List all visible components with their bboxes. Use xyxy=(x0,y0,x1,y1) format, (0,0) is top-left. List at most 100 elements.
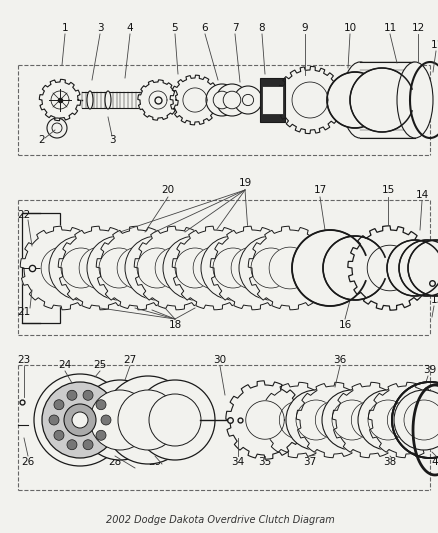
Text: 3: 3 xyxy=(96,23,103,33)
Polygon shape xyxy=(172,226,255,310)
Text: 30: 30 xyxy=(213,355,226,365)
Ellipse shape xyxy=(233,86,261,114)
Ellipse shape xyxy=(83,390,93,400)
Text: 22: 22 xyxy=(18,210,31,220)
Text: 9: 9 xyxy=(301,23,307,33)
Polygon shape xyxy=(96,226,180,310)
Text: 40: 40 xyxy=(431,457,438,467)
Text: 14: 14 xyxy=(414,190,427,200)
Text: 23: 23 xyxy=(18,355,31,365)
Text: 15: 15 xyxy=(381,185,394,195)
Text: 36: 36 xyxy=(332,355,346,365)
Text: 10: 10 xyxy=(343,23,356,33)
Ellipse shape xyxy=(104,376,191,464)
Ellipse shape xyxy=(331,400,371,440)
Ellipse shape xyxy=(295,400,335,440)
Text: 28: 28 xyxy=(108,457,121,467)
Ellipse shape xyxy=(67,390,77,400)
Ellipse shape xyxy=(403,400,438,440)
Text: 6: 6 xyxy=(201,23,208,33)
Bar xyxy=(261,86,283,114)
Ellipse shape xyxy=(99,248,139,288)
Text: 1: 1 xyxy=(62,23,68,33)
Ellipse shape xyxy=(205,84,237,116)
Ellipse shape xyxy=(242,94,253,106)
Polygon shape xyxy=(291,82,327,118)
Ellipse shape xyxy=(96,400,106,410)
Text: 4: 4 xyxy=(127,23,133,33)
Text: 7: 7 xyxy=(231,23,238,33)
Ellipse shape xyxy=(322,236,386,300)
Polygon shape xyxy=(260,382,335,458)
Ellipse shape xyxy=(137,248,177,288)
Ellipse shape xyxy=(349,68,413,132)
Ellipse shape xyxy=(367,400,407,440)
Ellipse shape xyxy=(118,390,177,450)
Ellipse shape xyxy=(212,248,252,288)
Polygon shape xyxy=(170,75,219,125)
Polygon shape xyxy=(245,401,283,439)
Text: 8: 8 xyxy=(258,23,265,33)
Ellipse shape xyxy=(407,240,438,296)
Text: 38: 38 xyxy=(382,457,396,467)
Text: 37: 37 xyxy=(303,457,316,467)
Polygon shape xyxy=(230,247,272,289)
Polygon shape xyxy=(247,226,331,310)
Ellipse shape xyxy=(357,390,417,450)
Polygon shape xyxy=(314,401,352,439)
Text: 21: 21 xyxy=(18,307,31,317)
Polygon shape xyxy=(79,247,120,289)
Text: 25: 25 xyxy=(93,360,106,370)
Text: 26: 26 xyxy=(21,457,35,467)
Ellipse shape xyxy=(96,430,106,440)
Ellipse shape xyxy=(54,400,64,410)
Ellipse shape xyxy=(223,91,240,109)
Polygon shape xyxy=(183,88,207,112)
Bar xyxy=(259,78,284,122)
Text: 24: 24 xyxy=(58,360,71,370)
Polygon shape xyxy=(279,401,316,439)
Ellipse shape xyxy=(34,374,126,466)
Polygon shape xyxy=(58,226,141,310)
Ellipse shape xyxy=(49,415,59,425)
Ellipse shape xyxy=(285,390,345,450)
Ellipse shape xyxy=(49,236,113,300)
Ellipse shape xyxy=(386,240,438,296)
Ellipse shape xyxy=(101,415,111,425)
Ellipse shape xyxy=(291,230,367,306)
Text: 12: 12 xyxy=(410,23,424,33)
Polygon shape xyxy=(367,382,438,458)
Ellipse shape xyxy=(105,91,111,109)
Ellipse shape xyxy=(251,248,290,288)
Polygon shape xyxy=(386,401,424,439)
Ellipse shape xyxy=(47,118,67,138)
Ellipse shape xyxy=(83,440,93,450)
Text: 19: 19 xyxy=(238,178,251,188)
Text: 11: 11 xyxy=(429,40,438,50)
Polygon shape xyxy=(268,247,310,289)
Ellipse shape xyxy=(61,248,101,288)
Polygon shape xyxy=(332,382,407,458)
Ellipse shape xyxy=(72,412,88,428)
Polygon shape xyxy=(138,80,178,120)
Ellipse shape xyxy=(341,62,377,138)
Text: 2002 Dodge Dakota Overdrive Clutch Diagram: 2002 Dodge Dakota Overdrive Clutch Diagr… xyxy=(106,515,334,525)
Text: 17: 17 xyxy=(313,185,326,195)
Polygon shape xyxy=(276,67,343,134)
Ellipse shape xyxy=(238,236,302,300)
Polygon shape xyxy=(41,247,83,289)
Ellipse shape xyxy=(321,390,381,450)
Bar xyxy=(22,213,60,323)
Text: 18: 18 xyxy=(168,320,181,330)
Text: 39: 39 xyxy=(422,365,436,375)
Ellipse shape xyxy=(90,390,150,450)
Text: 35: 35 xyxy=(258,457,271,467)
Ellipse shape xyxy=(201,236,265,300)
Text: 20: 20 xyxy=(161,185,174,195)
Ellipse shape xyxy=(148,394,201,446)
Ellipse shape xyxy=(52,123,62,133)
Ellipse shape xyxy=(87,91,93,109)
Polygon shape xyxy=(296,382,371,458)
Bar xyxy=(359,62,414,138)
Ellipse shape xyxy=(135,380,215,460)
